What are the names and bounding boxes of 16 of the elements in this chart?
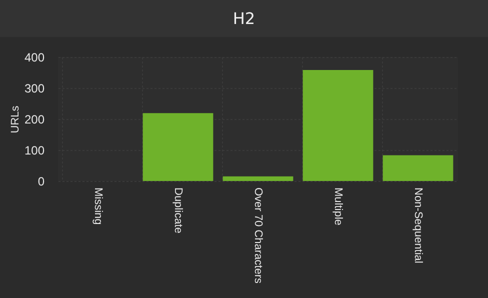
y-tick-label: 400 bbox=[24, 50, 45, 64]
x-tick-label: Missing bbox=[92, 188, 104, 225]
y-axis-title: URLs bbox=[9, 105, 22, 134]
chart-title: H2 bbox=[0, 0, 488, 37]
y-tick-label: 0 bbox=[38, 174, 45, 188]
bar bbox=[222, 176, 294, 181]
y-tick-label: 100 bbox=[24, 144, 45, 158]
x-tick-label: Over 70 Characters bbox=[252, 188, 264, 284]
y-tick-label: 300 bbox=[24, 82, 45, 96]
bar bbox=[382, 155, 454, 181]
x-tick-label: Multiple bbox=[332, 188, 344, 226]
y-tick-label: 200 bbox=[24, 112, 45, 126]
bar bbox=[302, 70, 374, 181]
x-tick-label: Non-Sequential bbox=[412, 188, 424, 264]
x-tick-label: Duplicate bbox=[172, 188, 184, 234]
bar bbox=[142, 113, 214, 181]
